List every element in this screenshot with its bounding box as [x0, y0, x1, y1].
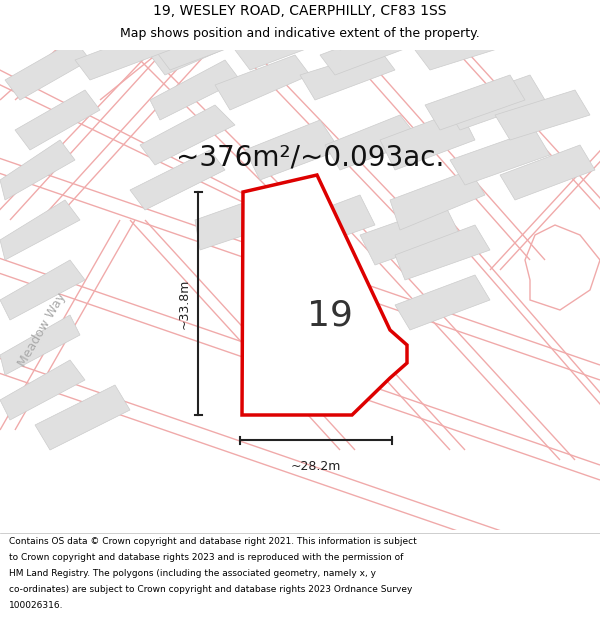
- Polygon shape: [0, 315, 80, 375]
- Polygon shape: [390, 170, 485, 230]
- Polygon shape: [0, 140, 75, 200]
- Polygon shape: [195, 190, 290, 250]
- Polygon shape: [380, 110, 475, 170]
- Polygon shape: [495, 90, 590, 140]
- Polygon shape: [330, 10, 420, 50]
- Text: Map shows position and indicative extent of the property.: Map shows position and indicative extent…: [120, 28, 480, 41]
- Polygon shape: [280, 195, 375, 255]
- Polygon shape: [0, 200, 80, 260]
- Polygon shape: [150, 60, 240, 120]
- Polygon shape: [450, 130, 550, 185]
- Polygon shape: [445, 75, 545, 130]
- Polygon shape: [325, 115, 420, 170]
- Polygon shape: [320, 25, 415, 75]
- Polygon shape: [0, 360, 85, 420]
- Polygon shape: [242, 175, 407, 415]
- Polygon shape: [300, 50, 395, 100]
- Polygon shape: [395, 275, 490, 330]
- Polygon shape: [235, 20, 330, 70]
- Polygon shape: [215, 55, 310, 110]
- Text: 19, WESLEY ROAD, CAERPHILLY, CF83 1SS: 19, WESLEY ROAD, CAERPHILLY, CF83 1SS: [153, 4, 447, 18]
- Polygon shape: [15, 90, 100, 150]
- Text: to Crown copyright and database rights 2023 and is reproduced with the permissio: to Crown copyright and database rights 2…: [9, 552, 403, 562]
- Polygon shape: [130, 150, 225, 210]
- Polygon shape: [395, 225, 490, 280]
- Text: Contains OS data © Crown copyright and database right 2021. This information is : Contains OS data © Crown copyright and d…: [9, 537, 417, 546]
- Polygon shape: [425, 75, 525, 130]
- Text: ~33.8m: ~33.8m: [178, 278, 191, 329]
- Text: co-ordinates) are subject to Crown copyright and database rights 2023 Ordnance S: co-ordinates) are subject to Crown copyr…: [9, 585, 412, 594]
- Polygon shape: [75, 30, 170, 80]
- Text: 19: 19: [307, 298, 353, 332]
- Text: HM Land Registry. The polygons (including the associated geometry, namely x, y: HM Land Registry. The polygons (includin…: [9, 569, 376, 578]
- Polygon shape: [0, 260, 85, 320]
- Text: 100026316.: 100026316.: [9, 601, 64, 610]
- Polygon shape: [155, 20, 250, 70]
- Polygon shape: [500, 145, 595, 200]
- Polygon shape: [140, 105, 235, 165]
- Polygon shape: [360, 205, 460, 265]
- Polygon shape: [415, 25, 510, 70]
- Text: ~28.2m: ~28.2m: [291, 460, 341, 473]
- Text: Meadow Way: Meadow Way: [16, 291, 68, 369]
- Polygon shape: [150, 20, 245, 75]
- Polygon shape: [245, 120, 340, 180]
- Polygon shape: [5, 40, 90, 100]
- Polygon shape: [35, 385, 130, 450]
- Text: ~376m²/~0.093ac.: ~376m²/~0.093ac.: [176, 144, 444, 172]
